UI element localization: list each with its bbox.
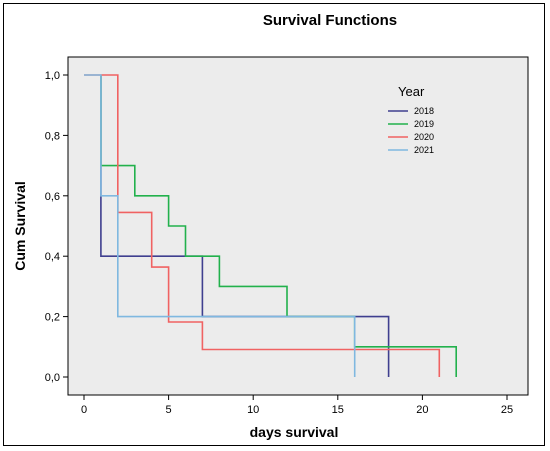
x-tick-label: 20 [416,404,428,416]
chart-title: Survival Functions [263,12,397,29]
x-tick-label: 5 [166,404,172,416]
x-tick-label: 0 [81,404,87,416]
y-tick-label: 0,2 [45,312,60,324]
legend-label: 2021 [414,145,434,155]
x-tick-label: 15 [332,404,344,416]
y-tick-label: 0,0 [45,372,60,384]
series-line-2020 [84,74,441,377]
legend-label: 2020 [414,132,434,142]
legend-label: 2019 [414,119,434,129]
y-tick-label: 0,4 [45,251,60,263]
y-tick-label: 0,8 [45,130,60,142]
plot-area [67,56,529,396]
y-tick-label: 1,0 [45,70,60,82]
x-axis-title: days survival [250,424,339,440]
x-tick-label: 25 [501,404,513,416]
y-tick-label: 0,6 [45,191,60,203]
series-line-2018 [100,75,390,377]
series-line-2021 [84,74,356,377]
x-axis: 0 5 10 15 20 25 [81,395,513,416]
x-tick-label: 10 [247,404,259,416]
legend: Year 2018 2019 2020 2021 [388,84,434,155]
legend-title: Year [398,84,425,99]
legend-label: 2018 [414,106,434,116]
series-lines [84,74,458,377]
y-axis-title: Cum Survival [12,181,28,270]
y-axis: 0,0 0,2 0,4 0,6 0,8 1,0 [45,70,68,384]
